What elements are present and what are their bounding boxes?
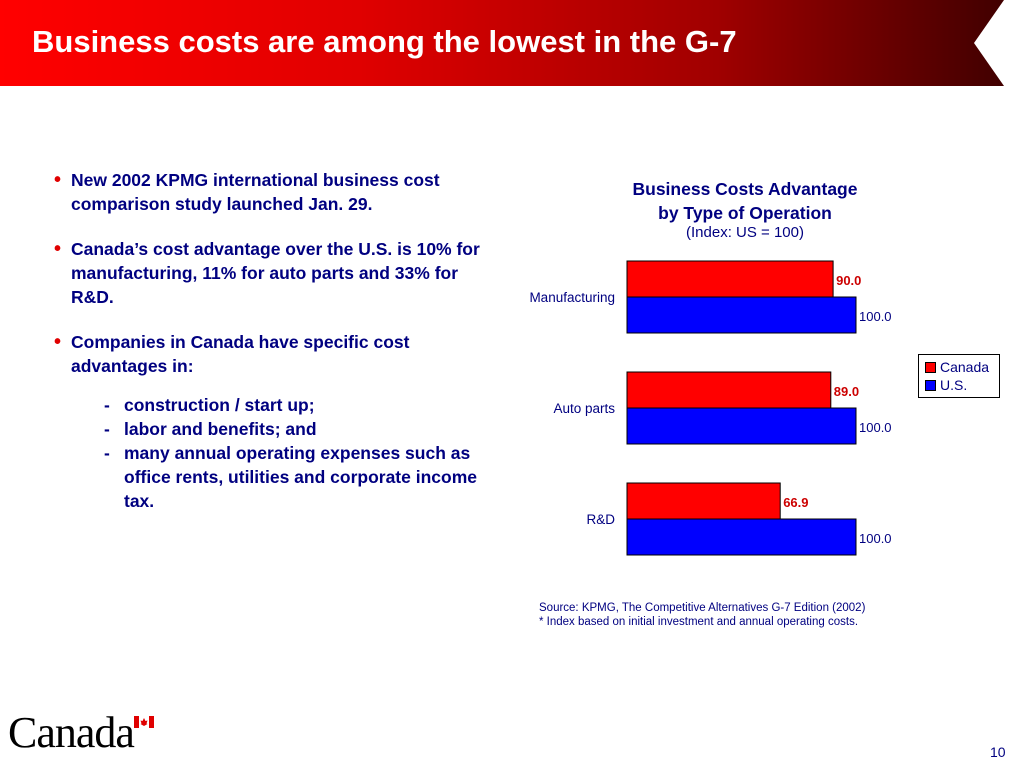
chart-subtitle: (Index: US = 100) xyxy=(686,224,804,241)
data-label: 100.0 xyxy=(859,420,892,435)
bullet-text: Companies in Canada have specific cost a… xyxy=(71,332,410,376)
legend-item-canada: Canada xyxy=(925,359,989,375)
dash-icon: - xyxy=(104,395,110,415)
bar-chart: 90.0 100.0 Manufacturing 89.0 100.0 Auto part… xyxy=(529,260,892,556)
bar-canada xyxy=(626,482,781,520)
bar-us xyxy=(626,296,857,334)
bullet-icon: • xyxy=(54,331,62,353)
bullet-text: New 2002 KPMG international business cos… xyxy=(71,170,440,214)
bullet-icon: • xyxy=(54,169,62,191)
page-number: 10 xyxy=(990,744,1006,760)
data-label: 90.0 xyxy=(836,273,861,288)
sub-list: - construction / start up; - labor and b… xyxy=(54,393,484,513)
chart-title-line: by Type of Operation xyxy=(658,203,832,223)
chart-title: Business Costs Advantage by Type of Oper… xyxy=(560,177,930,225)
dash-icon: - xyxy=(104,419,110,439)
legend-label: Canada xyxy=(940,359,990,375)
sub-item-text: many annual operating expenses such as o… xyxy=(124,443,477,511)
source-note: Source: KPMG, The Competitive Alternativ… xyxy=(539,601,865,629)
bullet-item: • New 2002 KPMG international business c… xyxy=(54,168,484,216)
title-banner: Business costs are among the lowest in t… xyxy=(0,0,1024,86)
category-label: Manufacturing xyxy=(529,290,615,305)
dash-icon: - xyxy=(104,443,110,463)
sub-item: - many annual operating expenses such as… xyxy=(54,441,484,513)
data-label: 89.0 xyxy=(834,384,859,399)
legend-label: U.S. xyxy=(940,377,968,393)
data-label: 100.0 xyxy=(859,531,892,546)
bullet-list: • New 2002 KPMG international business c… xyxy=(54,168,484,513)
bar-us xyxy=(626,407,857,445)
category-label: R&D xyxy=(586,512,615,527)
sub-item: - labor and benefits; and xyxy=(54,417,484,441)
bullet-icon: • xyxy=(54,238,62,260)
bar-canada xyxy=(626,371,832,409)
canada-flag-icon xyxy=(134,716,154,728)
source-line: Source: KPMG, The Competitive Alternativ… xyxy=(539,602,866,614)
bullet-item: • Companies in Canada have specific cost… xyxy=(54,330,484,378)
slide-title: Business costs are among the lowest in t… xyxy=(32,24,737,59)
bar-canada xyxy=(626,260,834,298)
sub-item: - construction / start up; xyxy=(54,393,484,417)
bullet-text: Canada’s cost advantage over the U.S. is… xyxy=(71,239,480,307)
bar-us xyxy=(626,518,857,556)
chevron-icon xyxy=(974,0,1024,86)
chart-title-line: Business Costs Advantage xyxy=(632,179,858,199)
sub-item-text: labor and benefits; and xyxy=(124,419,317,439)
data-label: 100.0 xyxy=(859,309,892,324)
legend-item-us: U.S. xyxy=(925,377,967,393)
source-footnote: * Index based on initial investment and … xyxy=(539,616,859,628)
data-label: 66.9 xyxy=(783,495,808,510)
chart-legend: Canada U.S. xyxy=(918,354,1000,398)
legend-swatch xyxy=(925,361,936,373)
sub-item-text: construction / start up; xyxy=(124,395,315,415)
bullet-item: • Canada’s cost advantage over the U.S. … xyxy=(54,237,484,309)
category-label: Auto parts xyxy=(553,401,615,416)
legend-swatch xyxy=(925,379,936,391)
canada-wordmark: Canada xyxy=(8,708,135,757)
